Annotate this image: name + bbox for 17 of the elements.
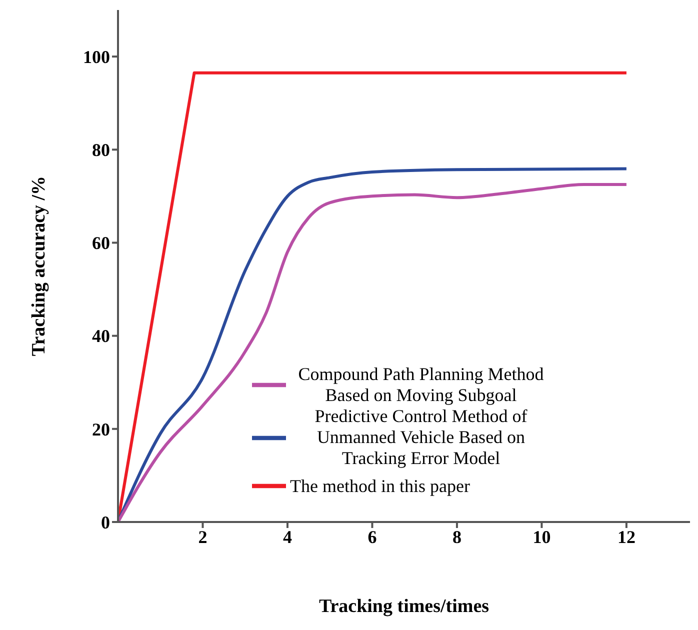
y-tick-label: 80 [92,140,110,160]
y-tick-label: 100 [83,46,110,67]
x-tick-label: 8 [452,526,462,547]
y-tick-label: 60 [92,233,110,254]
y-tick-label: 0 [101,512,110,532]
x-tick-label: 12 [617,526,636,547]
x-tick-label: 4 [282,526,292,547]
x-tick-label: 2 [198,526,208,547]
x-tick-label: 6 [368,526,377,547]
legend-label: The method in this paper [290,476,470,496]
y-axis-title: Tracking accuracy /% [28,176,50,356]
y-tick-label: 20 [92,419,110,440]
x-tick-label: 10 [532,526,551,547]
legend-label: Compound Path Planning Method Based on Moving Subgoal [297,364,545,406]
y-tick-label: 40 [92,326,110,346]
legend-label: Predictive Control Method of Unmanned Vehicle Based on Tracking Error Model [314,406,528,469]
x-axis-title: Tracking times/times [318,596,490,617]
